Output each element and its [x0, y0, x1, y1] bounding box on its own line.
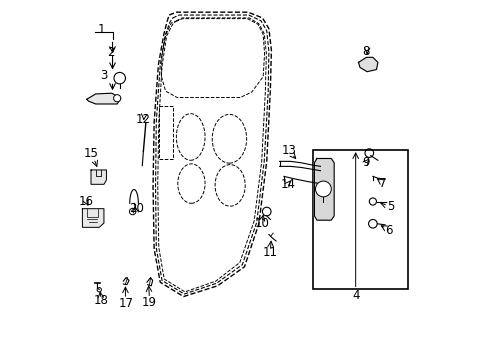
Polygon shape	[82, 209, 104, 227]
Text: 7: 7	[378, 177, 386, 190]
Circle shape	[315, 181, 330, 197]
Text: 5: 5	[386, 201, 394, 213]
Text: 18: 18	[93, 294, 108, 307]
Polygon shape	[314, 158, 333, 220]
Text: 19: 19	[142, 296, 157, 309]
Text: 14: 14	[280, 178, 295, 191]
Text: 3: 3	[100, 69, 107, 82]
Polygon shape	[358, 57, 377, 72]
Text: 8: 8	[362, 45, 369, 58]
Bar	[312, 149, 407, 289]
Circle shape	[129, 208, 136, 215]
Text: 17: 17	[119, 297, 133, 310]
Text: 12: 12	[136, 113, 151, 126]
Circle shape	[368, 220, 376, 228]
Polygon shape	[86, 93, 121, 104]
Circle shape	[113, 95, 121, 102]
Text: 4: 4	[351, 289, 359, 302]
Text: 11: 11	[262, 246, 277, 259]
Text: 10: 10	[254, 217, 268, 230]
Circle shape	[368, 198, 376, 205]
Polygon shape	[91, 170, 106, 184]
Text: 15: 15	[83, 147, 98, 159]
Text: 1: 1	[97, 23, 104, 36]
Text: 9: 9	[362, 156, 369, 169]
Text: 16: 16	[79, 195, 93, 208]
Text: 6: 6	[384, 224, 391, 237]
Text: 2: 2	[107, 46, 115, 59]
Text: 20: 20	[128, 202, 143, 215]
Text: 13: 13	[281, 144, 296, 157]
